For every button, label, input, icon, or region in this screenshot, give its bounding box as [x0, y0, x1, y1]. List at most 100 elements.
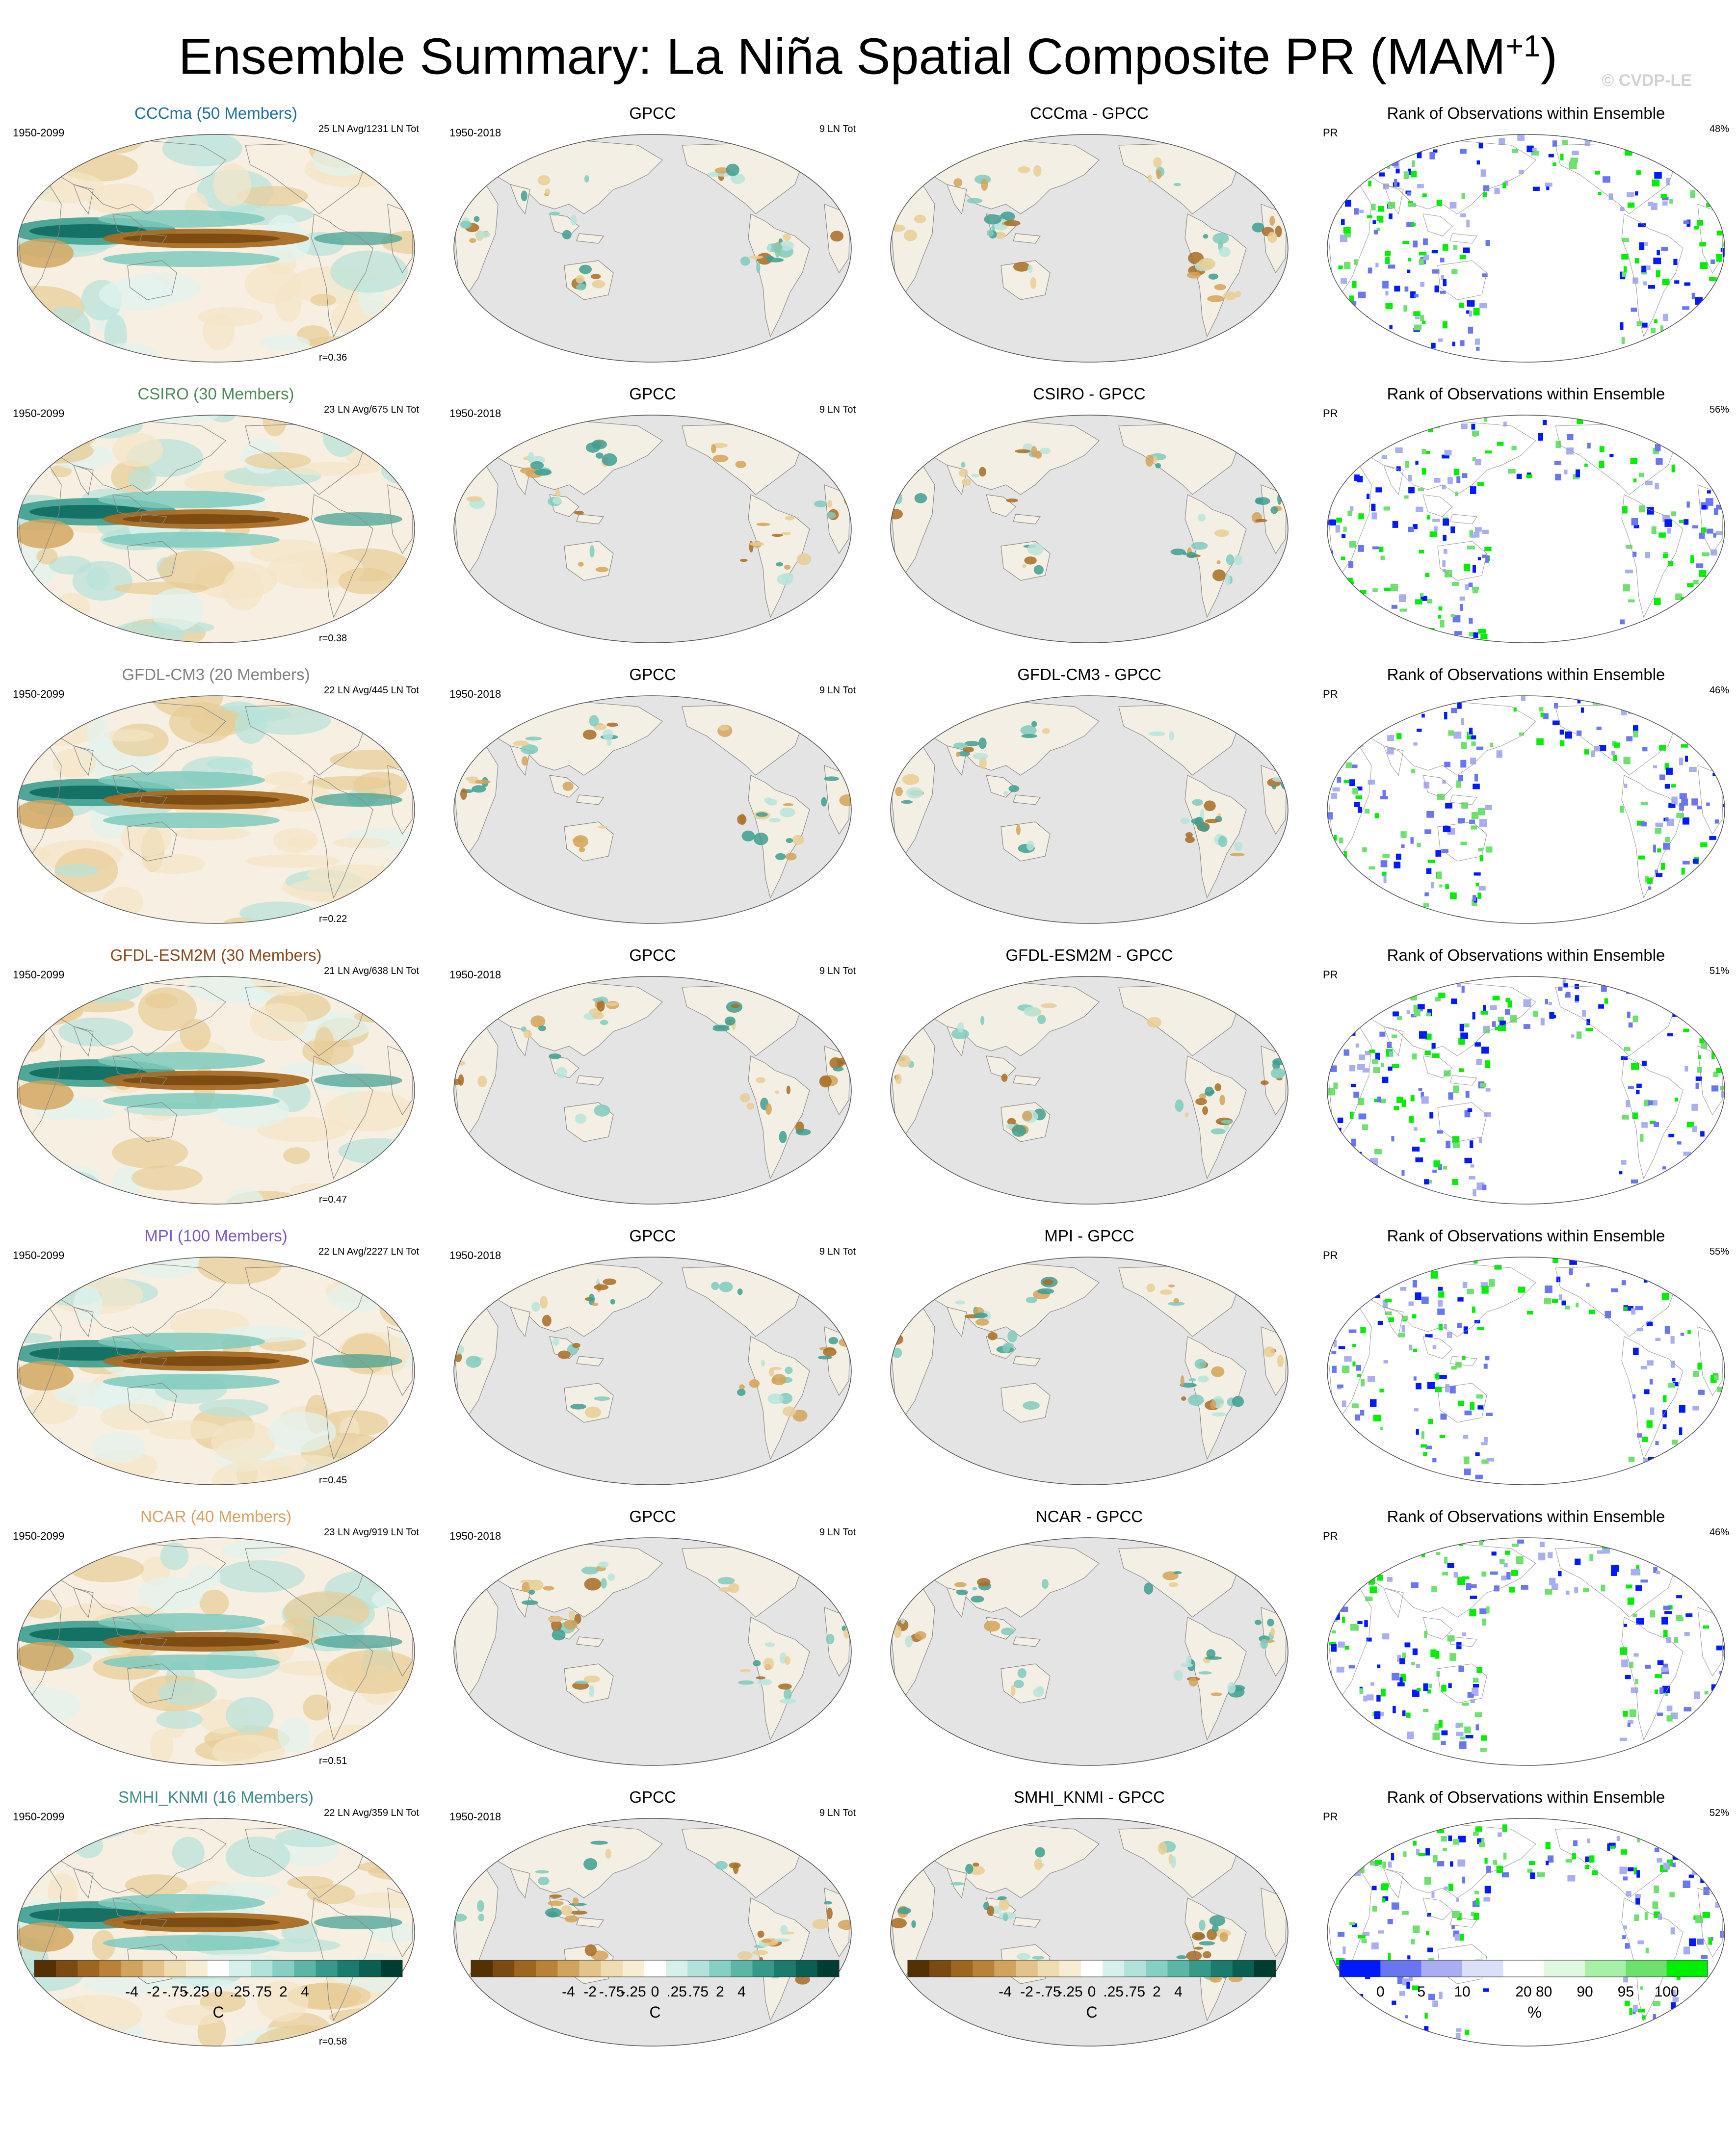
obs-title: GPCC: [629, 1227, 676, 1245]
colorbar-tick-label: 10: [1454, 1984, 1471, 2000]
panel-rank-1: Rank of Observations within Ensemble PR 48…: [1315, 98, 1736, 373]
panel-obs-2: GPCC 1950-2018 9 LN Tot: [442, 379, 864, 654]
obs-years: 1950-2018: [449, 407, 501, 420]
colorbar-tick-label: -.25: [184, 1984, 210, 2000]
colorbar-swatch: [359, 1960, 381, 1977]
colorbar-swatch: [951, 1960, 973, 1977]
colorbar-swatch: [514, 1960, 536, 1977]
colorbar-tick-label: -4: [125, 1984, 138, 2000]
colorbar-tick-label: .75: [688, 1984, 709, 2000]
panel-obs-4: GPCC 1950-2018 9 LN Tot: [442, 940, 864, 1215]
colorbar-swatch: [622, 1960, 645, 1977]
panel-rank-5: Rank of Observations within Ensemble PR 55…: [1315, 1221, 1736, 1496]
figure-title: Ensemble Summary: La Niña Spatial Compos…: [178, 28, 1558, 85]
obs-events: 9 LN Tot: [819, 685, 856, 696]
rank-title: Rank of Observations within Ensemble: [1387, 385, 1665, 403]
panel-model-5: MPI (100 Members) 1950-2099 22 LN Avg/2227…: [5, 1221, 427, 1496]
obs-years: 1950-2018: [449, 1530, 501, 1542]
diff-map: [890, 695, 1289, 924]
colorbar-tick-label: 100: [1654, 1984, 1679, 2000]
colorbar-swatch: [1210, 1960, 1233, 1977]
colorbar-model: -4 -2 -.75 -.25 0 .25.75 2 4 C: [25, 1955, 417, 2024]
colorbar-swatch: [1421, 1960, 1463, 1977]
colorbar-swatch: [229, 1960, 251, 1977]
colorbar-swatch: [1503, 1960, 1545, 1977]
rank-title: Rank of Observations within Ensemble: [1387, 665, 1665, 683]
rank-variable: PR: [1323, 407, 1338, 420]
difference-title: CSIRO - GPCC: [1033, 385, 1146, 403]
rank-map: [1327, 415, 1725, 643]
colorbar-swatch: [973, 1960, 995, 1977]
colorbar-unit-label: C: [212, 2003, 224, 2021]
colorbar-swatch: [1544, 1960, 1585, 1977]
model-years: 1950-2099: [13, 1530, 65, 1542]
colorbar-swatch: [251, 1960, 273, 1977]
obs-events: 9 LN Tot: [819, 1808, 856, 1818]
colorbar-tick-label: 0: [1376, 1984, 1385, 2000]
rank-percent: 55%: [1709, 1246, 1729, 1257]
rank-map: [1327, 1818, 1725, 2047]
model-events: 22 LN Avg/445 LN Tot: [324, 685, 419, 696]
rank-percent: 46%: [1709, 1527, 1729, 1538]
panel-obs-1: GPCC 1950-2018 9 LN Tot: [442, 98, 864, 373]
obs-years: 1950-2018: [449, 127, 501, 139]
model-map: [17, 1818, 415, 2047]
difference-title: CCCma - GPCC: [1029, 104, 1149, 122]
colorbar-tick-label: .75: [251, 1984, 272, 2000]
model-title: CSIRO (30 Members): [137, 385, 294, 403]
panel-rank-6: Rank of Observations within Ensemble PR 46…: [1315, 1501, 1736, 1776]
model-events: 23 LN Avg/675 LN Tot: [324, 404, 419, 415]
rank-title: Rank of Observations within Ensemble: [1387, 946, 1665, 964]
colorbar-swatch: [1232, 1960, 1255, 1977]
colorbar-swatch: [795, 1960, 818, 1977]
model-map: [17, 1257, 415, 1485]
rank-percent: 46%: [1709, 685, 1729, 696]
model-years: 1950-2099: [13, 1249, 65, 1261]
rank-variable: PR: [1323, 688, 1338, 700]
colorbar-difference: -4 -2 -.75 -.25 0 .25.75 2 4 C: [898, 1955, 1290, 2024]
obs-years: 1950-2018: [449, 688, 501, 700]
colorbar-tick-label: .25: [230, 1984, 250, 2000]
panel-diff-1: CCCma - GPCC: [878, 98, 1300, 373]
colorbar-tick-label: 5: [1417, 1984, 1425, 2000]
colorbar-swatch: [1103, 1960, 1125, 1977]
colorbar-swatch: [1124, 1960, 1146, 1977]
colorbar-swatch: [272, 1960, 294, 1977]
colorbar-swatch: [471, 1960, 493, 1977]
panel-rank-7: Rank of Observations within Ensemble PR 52…: [1315, 1782, 1736, 2057]
rank-title: Rank of Observations within Ensemble: [1387, 104, 1665, 122]
colorbar-swatch: [1666, 1960, 1708, 1977]
colorbar-tick-label: 95: [1617, 1984, 1634, 2000]
colorbar-tick-label: -4: [999, 1984, 1012, 2000]
model-years: 1950-2099: [13, 969, 65, 981]
colorbar-swatch: [78, 1960, 100, 1977]
rank-variable: PR: [1323, 127, 1338, 139]
colorbar-tick-label: 0: [214, 1984, 223, 2000]
panel-model-2: CSIRO (30 Members) 1950-2099 23 LN Avg/675…: [5, 379, 427, 654]
panel-grid: CCCma (50 Members) 1950-2099 25 LN Avg/123…: [0, 98, 1736, 2047]
model-map: [17, 1537, 415, 1766]
colorbar-rank: 0 5 10 20 80 90 95 100%: [1330, 1955, 1722, 2024]
obs-map: [453, 415, 852, 643]
colorbar-tick-label: .75: [1125, 1984, 1146, 2000]
colorbar-tick-label: -.75: [599, 1984, 625, 2000]
colorbar-swatch: [34, 1960, 56, 1977]
colorbar-swatch: [536, 1960, 558, 1977]
colorbar-unit-label: %: [1527, 2003, 1542, 2021]
colorbar-swatch: [817, 1960, 840, 1977]
panel-model-3: GFDL-CM3 (20 Members) 1950-2099 22 LN Avg/…: [5, 659, 427, 934]
obs-map: [453, 695, 852, 924]
colorbar-tick-label: -.75: [1035, 1984, 1061, 2000]
rank-map: [1327, 1257, 1725, 1485]
colorbar-tick-label: 2: [279, 1984, 288, 2000]
rank-map: [1327, 695, 1725, 924]
colorbar-swatch: [380, 1960, 403, 1977]
diff-map: [890, 1537, 1289, 1766]
colorbar-swatch: [337, 1960, 360, 1977]
colorbar-obs-swatches: [471, 1960, 840, 1977]
panel-diff-5: MPI - GPCC: [878, 1221, 1300, 1496]
obs-map: [453, 134, 852, 363]
colorbar-swatch: [142, 1960, 165, 1977]
colorbar-tick-label: -2: [147, 1984, 160, 2000]
colorbar-swatch: [929, 1960, 951, 1977]
